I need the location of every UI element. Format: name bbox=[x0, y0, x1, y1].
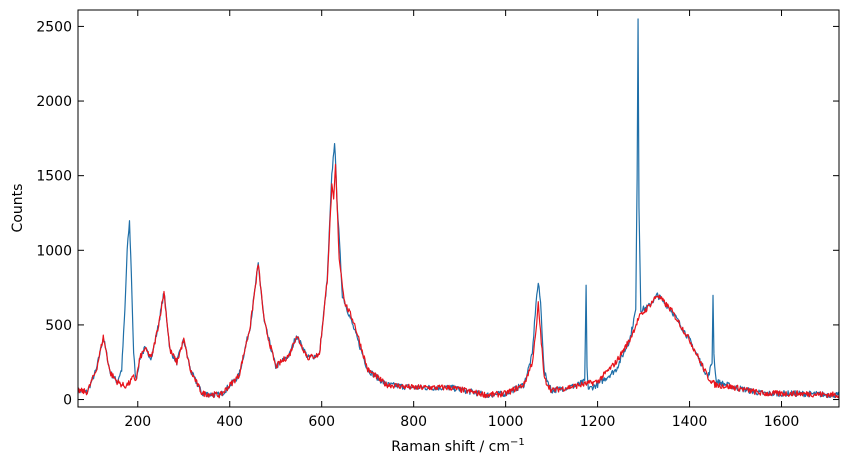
plot-background bbox=[78, 10, 839, 407]
x-axis-ticks: 200 400 600 800 1000 1200 1400 1600 bbox=[124, 10, 799, 430]
x-tick-label: 600 bbox=[308, 414, 335, 430]
y-tick-label: 0 bbox=[63, 393, 72, 409]
x-axis-label: Raman shift / cm−1 bbox=[391, 437, 524, 455]
x-tick-label: 1200 bbox=[580, 414, 616, 430]
x-tick-label: 800 bbox=[400, 414, 427, 430]
y-tick-label: 1000 bbox=[36, 243, 72, 259]
y-axis-label: Counts bbox=[10, 184, 26, 233]
x-tick-label: 1600 bbox=[764, 414, 800, 430]
x-tick-label: 200 bbox=[124, 414, 151, 430]
y-tick-label: 1500 bbox=[36, 169, 72, 185]
plot-frame bbox=[77, 9, 840, 408]
y-tick-label: 2000 bbox=[36, 94, 72, 110]
x-tick-label: 1400 bbox=[672, 414, 708, 430]
y-tick-label: 500 bbox=[45, 318, 72, 334]
series-layer bbox=[77, 18, 840, 399]
x-tick-label: 400 bbox=[216, 414, 243, 430]
x-tick-label: 1000 bbox=[488, 414, 524, 430]
y-tick-label: 2500 bbox=[36, 19, 72, 35]
y-axis-ticks: 0 500 1000 1500 2000 2500 bbox=[36, 19, 839, 409]
x-axis-label-superscript: −1 bbox=[510, 437, 525, 448]
series-line-measured bbox=[77, 163, 840, 399]
